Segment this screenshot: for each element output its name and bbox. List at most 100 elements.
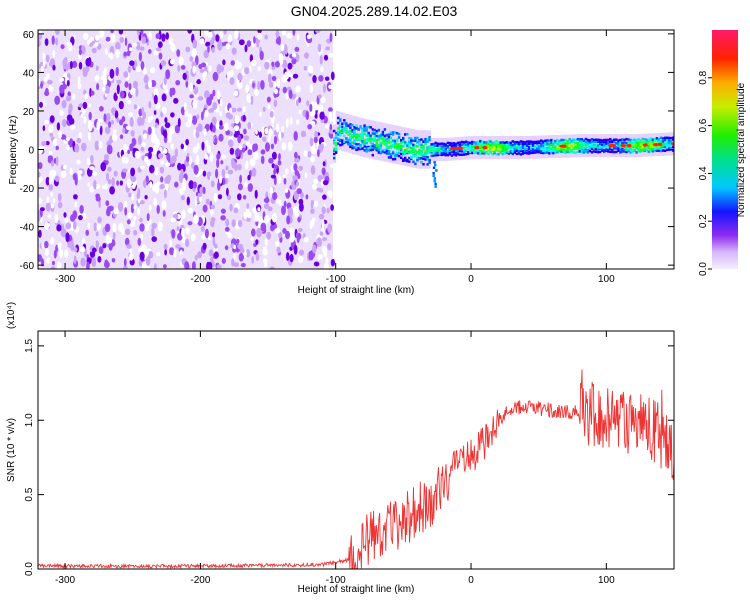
noise-blob [87, 103, 91, 108]
noise-blob [236, 238, 240, 244]
signal-cell [627, 138, 630, 141]
noise-blob [277, 160, 282, 166]
signal-cell [406, 150, 409, 154]
noise-blob [134, 150, 141, 159]
noise-blob [238, 61, 242, 70]
signal-cell [404, 152, 407, 156]
signal-cell [503, 143, 506, 146]
signal-cell [594, 145, 598, 148]
noise-blob [107, 166, 112, 172]
noise-blob [254, 189, 258, 199]
noise-blob [50, 266, 56, 269]
signal-cell [353, 146, 356, 149]
noise-blob [216, 158, 220, 168]
noise-blob [267, 69, 273, 76]
signal-halo [406, 127, 410, 167]
noise-blob [298, 249, 305, 256]
signal-cell [586, 145, 590, 148]
noise-blob [48, 184, 54, 191]
signal-cell [649, 145, 652, 149]
signal-halo [606, 134, 610, 158]
noise-blob [42, 60, 46, 68]
signal-cell [361, 140, 364, 143]
signal-cell [440, 145, 443, 148]
signal-cell [653, 145, 657, 148]
signal-cell [672, 138, 674, 141]
signal-cell [357, 147, 360, 151]
signal-cell [402, 137, 405, 141]
noise-blob [231, 258, 235, 267]
noise-blob [131, 137, 136, 147]
noise-blob [244, 181, 248, 188]
signal-cell [667, 136, 671, 140]
noise-blob [227, 34, 233, 43]
noise-blob [288, 89, 293, 99]
noise-blob [318, 254, 324, 260]
noise-blob [163, 243, 168, 250]
noise-blob [52, 198, 56, 204]
signal-cell [493, 143, 496, 147]
signal-cell [349, 140, 352, 143]
noise-blob [53, 138, 58, 147]
signal-cell [611, 148, 614, 152]
signal-cell [653, 138, 657, 141]
signal-cell [426, 163, 429, 166]
signal-cell [469, 145, 472, 149]
noise-blob [233, 125, 240, 132]
signal-cell [420, 149, 423, 153]
signal-cell [487, 147, 490, 151]
signal-cell [414, 152, 417, 155]
noise-blob [242, 195, 247, 200]
signal-cell [607, 146, 610, 149]
signal-cell [367, 139, 370, 142]
noise-blob [303, 150, 308, 157]
signal-cell [335, 151, 338, 154]
noise-blob [163, 76, 167, 86]
signal-cell [333, 152, 336, 156]
signal-cell [420, 146, 423, 150]
noise-blob [191, 162, 195, 169]
signal-cell [590, 140, 594, 144]
signal-cell [339, 124, 342, 128]
signal-cell [639, 140, 642, 144]
signal-cell [464, 152, 468, 156]
signal-cell [499, 145, 502, 148]
signal-cell [497, 145, 500, 148]
signal-cell [586, 138, 590, 142]
signal-cell [412, 139, 415, 142]
noise-blob [65, 64, 69, 72]
noise-blob [255, 130, 258, 135]
noise-blob [212, 232, 216, 238]
signal-cell [369, 148, 372, 152]
noise-blob [185, 80, 189, 88]
noise-blob [38, 172, 41, 178]
snr-y-scale-label: (x10⁴) [6, 302, 17, 329]
noise-blob [112, 133, 118, 142]
signal-cell [663, 142, 667, 146]
noise-blob [98, 43, 102, 49]
noise-blob [52, 64, 56, 71]
signal-cell [355, 143, 358, 146]
signal-halo [598, 134, 602, 158]
signal-cell [550, 141, 553, 144]
signal-cell [432, 154, 435, 157]
noise-blob [158, 52, 163, 60]
noise-blob [45, 202, 52, 212]
signal-cell [373, 145, 376, 149]
signal-cell [501, 142, 504, 146]
noise-blob [291, 58, 297, 65]
noise-blob [321, 143, 324, 149]
noise-blob [42, 125, 46, 132]
noise-blob [309, 103, 313, 112]
noise-blob [328, 84, 334, 90]
signal-cell [483, 144, 486, 148]
signal-cell [456, 153, 460, 156]
noise-blob [310, 208, 315, 214]
signal-cell [444, 152, 447, 155]
noise-blob [121, 154, 125, 164]
noise-blob [146, 213, 150, 222]
signal-cell [383, 140, 387, 144]
noise-blob [139, 217, 143, 223]
signal-cell [544, 147, 547, 150]
signal-cell [580, 140, 583, 143]
